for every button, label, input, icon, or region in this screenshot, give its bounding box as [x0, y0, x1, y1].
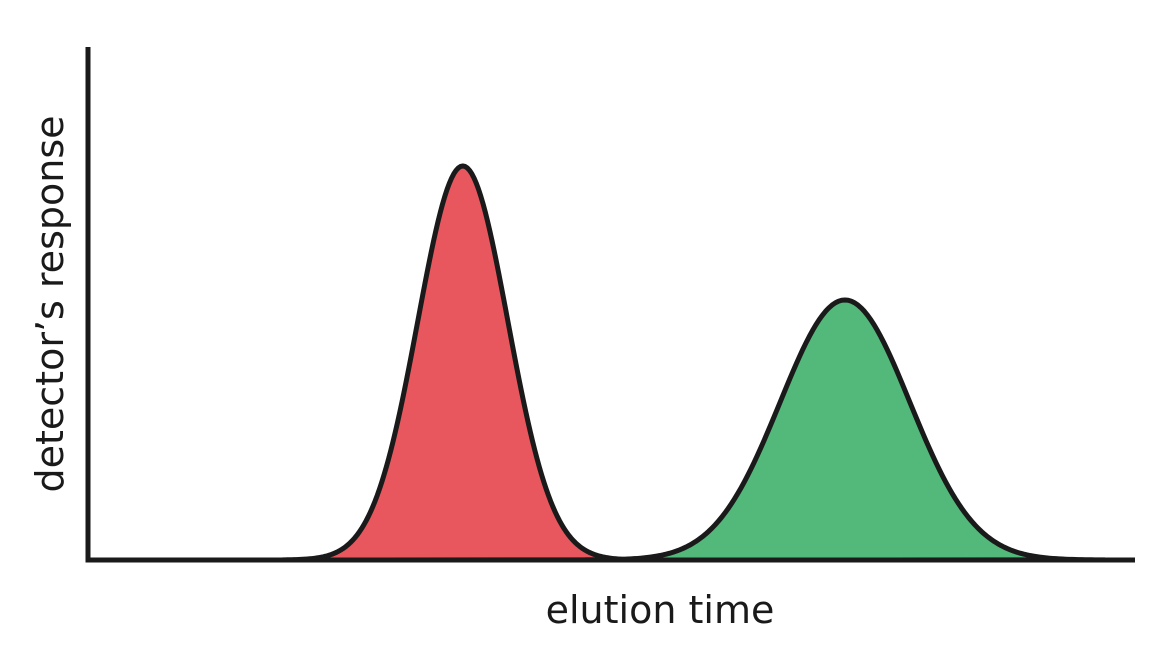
peak-2	[582, 297, 1108, 563]
peak-1	[280, 163, 646, 563]
peaks-layer	[280, 163, 1108, 563]
x-axis-title: elution time	[546, 588, 775, 632]
y-axis-title: detector’s response	[28, 116, 72, 493]
